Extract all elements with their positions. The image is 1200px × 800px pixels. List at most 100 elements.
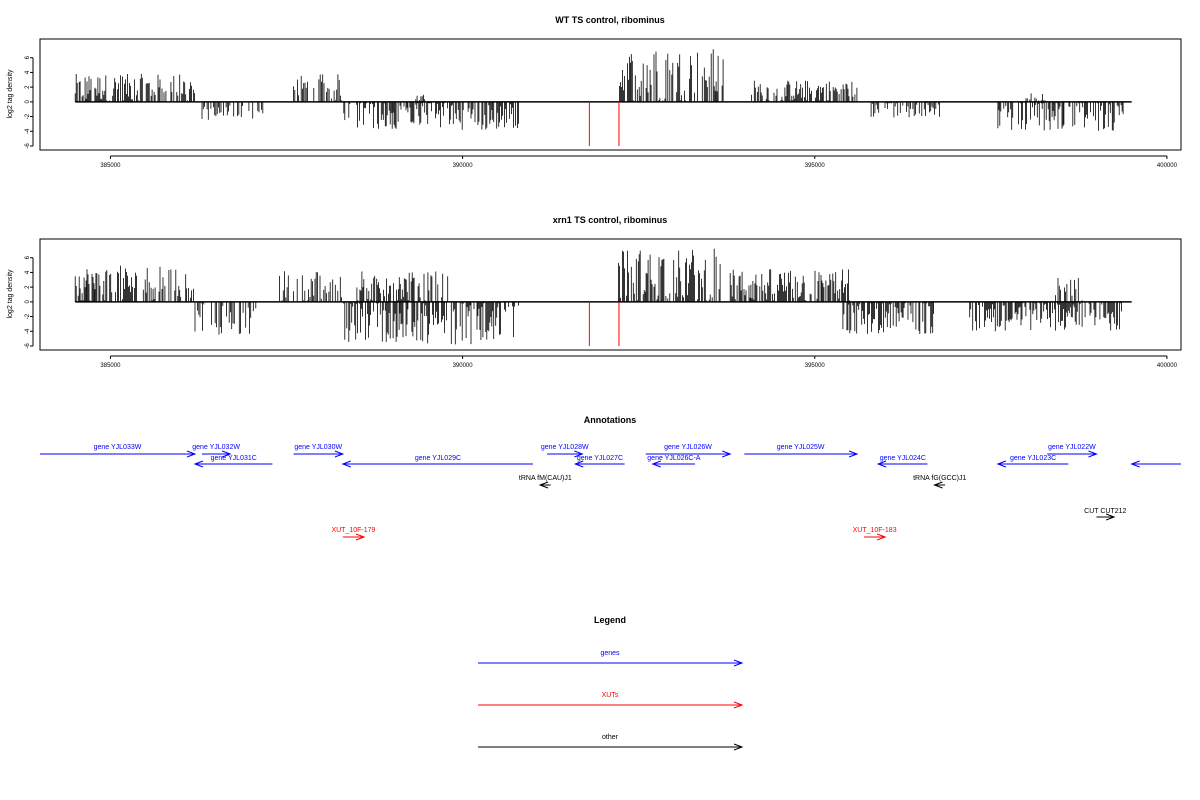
arrow-left-icon xyxy=(341,460,352,468)
y-tick-label: 6 xyxy=(25,255,31,259)
feature-label: gene YJL031C xyxy=(211,455,257,462)
arrow-left-icon xyxy=(1130,460,1140,468)
arrow-right-icon xyxy=(722,450,732,458)
arrow-right-icon xyxy=(848,450,859,458)
feature-label: gene YJL029C xyxy=(415,455,461,462)
x-tick-label: 390000 xyxy=(453,163,474,169)
wt-axes: -6 -4 -2 0 2 4 6 385000 390000 395000 400000 xyxy=(25,55,1178,169)
y-tick-label: 0 xyxy=(25,100,31,104)
y-tick-label: 6 xyxy=(25,55,31,59)
legend: Legend genes XUTs other xyxy=(478,615,744,751)
feature-label: XUT_10F-183 xyxy=(853,527,897,534)
y-tick-label: 0 xyxy=(25,300,31,304)
y-tick-label: -6 xyxy=(25,343,31,349)
arrow-left-icon xyxy=(996,460,1007,468)
annotation-feature: gene YJL023C xyxy=(996,455,1069,468)
wt-panel: WT TS control, ribominus log2 tag densit… xyxy=(7,15,1182,169)
annotation-feature: gene YJL026C-A xyxy=(647,455,701,468)
arrow-right-icon xyxy=(221,450,232,458)
xrn1-axes: -6 -4 -2 0 2 4 6 385000 390000 395000 400000 xyxy=(25,255,1178,369)
feature-label: gene YJL032W xyxy=(192,444,240,451)
legend-item-xut: XUTs xyxy=(478,692,744,709)
feature-label: XUT_10F-179 xyxy=(331,527,375,534)
legend-label: genes xyxy=(600,650,620,657)
y-tick-label: -4 xyxy=(25,328,31,334)
arrow-left-icon xyxy=(538,481,549,489)
annotation-feature: XUT_10F-179 xyxy=(331,527,376,541)
annotation-feature: CUT CUT212 xyxy=(1084,508,1127,521)
annotation-feature: gene YJL027C xyxy=(573,455,625,468)
y-tick-label: -4 xyxy=(25,128,31,134)
arrow-right-icon xyxy=(733,743,744,751)
wt-signal-bars xyxy=(74,49,1132,146)
x-tick-label: 385000 xyxy=(100,363,121,369)
annotation-feature: gene YJL022W xyxy=(1047,444,1098,458)
arrow-right-icon xyxy=(733,701,744,709)
x-tick-label: 400000 xyxy=(1157,363,1178,369)
feature-label: gene YJL030W xyxy=(294,444,342,451)
wt-plot-frame xyxy=(39,38,1182,151)
x-tick-label: 400000 xyxy=(1157,163,1178,169)
xrn1-y-axis-label: log2 tag density xyxy=(7,269,14,319)
feature-label: gene YJL024C xyxy=(880,455,926,462)
feature-label: gene YJL027C xyxy=(577,455,623,462)
annotation-feature: tRNA fG(GCC)J1 xyxy=(913,475,967,489)
legend-label: other xyxy=(602,734,619,741)
y-tick-label: -6 xyxy=(25,143,31,149)
legend-item-gene: genes xyxy=(478,650,744,667)
x-tick-label: 395000 xyxy=(805,363,826,369)
annotation-feature: gene YJL033W xyxy=(40,444,197,458)
annotation-feature: tRNA fM(CAU)J1 xyxy=(519,475,572,489)
annotation-feature xyxy=(1130,460,1181,468)
feature-label: CUT CUT212 xyxy=(1084,508,1126,515)
arrow-left-icon xyxy=(193,460,204,468)
annotations-title: Annotations xyxy=(584,415,637,425)
arrow-left-icon xyxy=(933,481,943,489)
annotation-feature: gene YJL025W xyxy=(744,444,859,458)
legend-items: genes XUTs other xyxy=(478,650,744,751)
annotation-features: gene YJL033W gene YJL032W gene YJL031C gene… xyxy=(40,444,1181,541)
y-tick-label: -2 xyxy=(25,313,31,319)
legend-item-other: other xyxy=(478,734,744,751)
annotation-feature: gene YJL028W xyxy=(541,444,589,458)
xrn1-plot-frame xyxy=(39,238,1182,351)
xrn1-panel: xrn1 TS control, ribominus log2 tag dens… xyxy=(7,215,1182,369)
feature-label: gene YJL026C-A xyxy=(647,455,701,462)
arrow-left-icon xyxy=(573,460,584,468)
y-tick-label: 2 xyxy=(25,285,31,289)
x-tick-label: 385000 xyxy=(100,163,121,169)
arrow-right-icon xyxy=(334,450,345,458)
xrn1-panel-title: xrn1 TS control, ribominus xyxy=(553,215,668,225)
feature-label: tRNA fG(GCC)J1 xyxy=(913,475,966,482)
feature-label: gene YJL023C xyxy=(1010,455,1056,462)
xrn1-signal-bars xyxy=(74,248,1132,346)
annotations-track: Annotations gene YJL033W gene YJL032Wgene… xyxy=(40,415,1181,541)
annotation-feature: gene YJL030W xyxy=(293,444,345,458)
feature-label: gene YJL022W xyxy=(1048,444,1096,451)
x-tick-label: 395000 xyxy=(805,163,826,169)
annotation-feature: gene YJL032W xyxy=(192,444,240,458)
feature-label: gene YJL028W xyxy=(541,444,589,451)
wt-y-axis-label: log2 tag density xyxy=(7,69,14,119)
arrow-right-icon xyxy=(574,450,584,458)
annotation-feature: gene YJL029C xyxy=(341,455,534,468)
arrow-right-icon xyxy=(1088,450,1098,458)
arrow-right-icon xyxy=(355,533,366,541)
wt-panel-title: WT TS control, ribominus xyxy=(555,15,665,25)
arrow-right-icon xyxy=(1105,513,1116,521)
annotation-feature: gene YJL031C xyxy=(193,455,273,468)
annotation-feature: gene YJL026W xyxy=(645,444,732,458)
arrow-right-icon xyxy=(733,659,744,667)
x-tick-label: 390000 xyxy=(453,363,474,369)
feature-label: tRNA fM(CAU)J1 xyxy=(519,475,572,482)
arrow-left-icon xyxy=(876,460,887,468)
y-tick-label: 4 xyxy=(25,70,31,74)
legend-label: XUTs xyxy=(602,692,619,699)
feature-label: gene YJL025W xyxy=(777,444,825,451)
y-tick-label: 4 xyxy=(25,270,31,274)
feature-label: gene YJL026W xyxy=(664,444,712,451)
arrow-right-icon xyxy=(877,533,887,541)
annotation-feature: XUT_10F-183 xyxy=(853,527,897,541)
legend-title: Legend xyxy=(594,615,626,625)
